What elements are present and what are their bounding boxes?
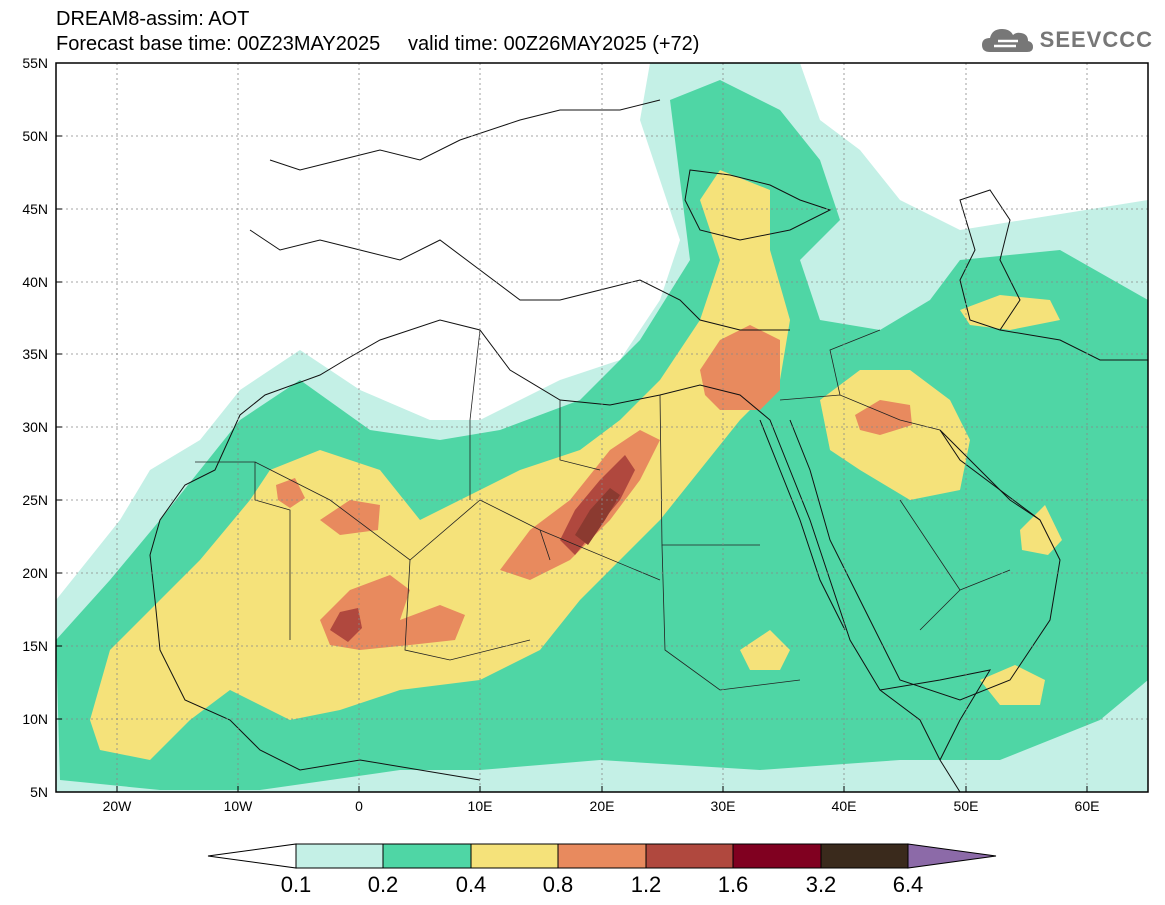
colorbar-high-arrow	[907, 843, 997, 869]
border-line	[469, 329, 481, 500]
aot-band-0.8-egypt	[700, 325, 780, 410]
colorbar-low-arrow	[207, 843, 297, 869]
seevccc-logo: SEEVCCC	[980, 24, 1153, 56]
aot-band-1.6	[575, 488, 620, 545]
cloud-icon	[981, 29, 1033, 52]
aot-fields	[56, 63, 1148, 792]
x-tick-label: 20W	[103, 798, 133, 814]
colorbar-labels: 0.1 0.2 0.4 0.8 1.2 1.6 3.2 6.4	[281, 872, 924, 897]
border-line	[661, 544, 801, 691]
border-line	[404, 559, 531, 661]
border-line	[919, 589, 961, 631]
x-tick-label: 0	[355, 798, 363, 814]
y-tick-label: 40N	[22, 274, 48, 290]
europe-coast-north	[269, 99, 661, 171]
colorbar-box-0.1	[295, 843, 384, 869]
x-tick-label: 20E	[590, 798, 615, 814]
border-line	[254, 461, 481, 561]
west-africa-coast	[149, 554, 481, 781]
horn-of-africa	[879, 669, 992, 761]
aot-band-0.8-iraq	[855, 400, 912, 435]
colorbar-label: 0.8	[543, 872, 574, 897]
aot-band-1.2-sahel	[330, 608, 362, 642]
border-line	[195, 461, 291, 640]
y-tick-label: 25N	[22, 492, 48, 508]
colorbar-label: 0.2	[368, 872, 399, 897]
x-tick-labels: 20W 10W 0 10E 20E 30E 40E 50E 60E	[103, 798, 1100, 814]
y-tick-label: 20N	[22, 565, 48, 581]
colorbar-box-0.8	[557, 843, 647, 869]
aot-band-0.4-caspian	[960, 295, 1060, 330]
colorbar-label: 3.2	[806, 872, 837, 897]
border-line	[779, 394, 941, 431]
y-tick-label: 45N	[22, 201, 48, 217]
red-sea-coast	[759, 419, 846, 631]
y-tick-label: 30N	[22, 419, 48, 435]
x-tick-label: 10E	[468, 798, 493, 814]
colorbar-label: 1.6	[718, 872, 749, 897]
aot-band-0.4	[90, 170, 790, 760]
logo-text: SEEVCCC	[1039, 27, 1153, 52]
colorbar	[207, 843, 997, 869]
y-tick-label: 5N	[30, 784, 48, 800]
y-tick-label: 10N	[22, 711, 48, 727]
aot-band-0.8-morocco	[276, 478, 305, 508]
colorbar-label: 6.4	[893, 872, 924, 897]
persian-gulf-coast	[939, 429, 1041, 521]
colorbar-box-1.6	[732, 843, 822, 869]
coastlines	[149, 99, 1148, 792]
x-tick-label: 10W	[224, 798, 254, 814]
forecast-times: Forecast base time: 00Z23MAY2025 valid t…	[56, 33, 700, 55]
iran-coast	[999, 329, 1148, 361]
africa-coastline	[149, 319, 961, 792]
x-tick-label: 40E	[832, 798, 857, 814]
chart-title: DREAM8-assim: AOT	[56, 8, 250, 30]
aot-band-0.4-sudan	[740, 630, 790, 670]
colorbar-box-0.4	[470, 843, 559, 869]
x-tick-label: 60E	[1075, 798, 1100, 814]
y-tick-label: 15N	[22, 638, 48, 654]
border-line	[559, 400, 601, 471]
country-borders	[195, 329, 1011, 691]
gridlines	[56, 63, 1148, 792]
aot-band-0.4-arabian-sea	[980, 665, 1045, 705]
border-line	[829, 329, 881, 396]
y-tick-label: 55N	[22, 55, 48, 71]
axis-ticks	[56, 135, 1088, 792]
colorbar-label: 1.2	[631, 872, 662, 897]
x-tick-label: 50E	[954, 798, 979, 814]
black-sea	[684, 169, 832, 241]
colorbar-label: 0.1	[281, 872, 312, 897]
europe-coast	[249, 229, 790, 331]
colorbar-box-3.2	[820, 843, 909, 869]
colorbar-box-0.2	[382, 843, 472, 869]
caspian-sea	[959, 189, 1021, 331]
y-tick-labels: 55N 50N 45N 40N 35N 30N 25N 20N 15N 10N …	[22, 55, 48, 800]
y-tick-label: 35N	[22, 346, 48, 362]
colorbar-box-1.2	[645, 843, 734, 869]
y-tick-label: 50N	[22, 128, 48, 144]
colorbar-label: 0.4	[456, 872, 487, 897]
x-tick-label: 30E	[711, 798, 736, 814]
border-line	[539, 529, 661, 581]
